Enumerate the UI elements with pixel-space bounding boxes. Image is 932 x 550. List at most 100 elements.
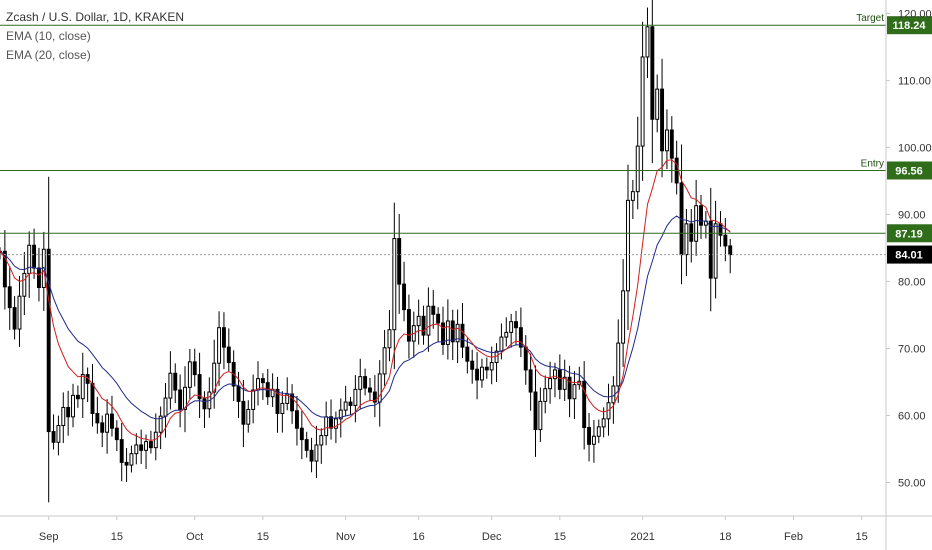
symbol-title[interactable]: Zcash / U.S. Dollar, 1D, KRAKEN (6, 10, 185, 24)
candle-down (192, 361, 197, 376)
ema-10-legend[interactable]: EMA (10, close) (6, 29, 91, 43)
candle-up (163, 397, 168, 417)
candle-down (202, 398, 207, 410)
candle-down (421, 315, 426, 336)
candle-down (90, 382, 95, 414)
candle-down (528, 369, 533, 393)
candle-up (626, 199, 630, 292)
time-axis[interactable]: Sep 15 Oct 15 Nov 16 Dec 15 2021 18 Feb 15 (0, 515, 932, 543)
candle-down (406, 309, 411, 342)
price-tick-label: 80.00 (898, 276, 926, 288)
candle-down (12, 307, 17, 330)
time-tick-label: 16 (413, 531, 425, 543)
candle-up (621, 290, 626, 344)
candle-up (343, 401, 348, 411)
candle-down (2, 250, 7, 288)
candle-up (158, 415, 163, 433)
price-tick-label: 70.00 (898, 343, 926, 355)
candle-up (382, 347, 387, 375)
candle-up (217, 327, 222, 364)
candle-down (304, 439, 309, 451)
candle-up (655, 88, 660, 120)
candle-down (75, 394, 80, 400)
candle-up (596, 426, 601, 437)
candle-up (543, 388, 548, 402)
price-tick-label: 100.00 (898, 142, 932, 154)
candle-down (689, 223, 694, 242)
candle-up (168, 372, 173, 399)
candle-down (32, 244, 37, 269)
candle-down (173, 372, 178, 391)
candle-up (377, 373, 382, 403)
horizontal-levels[interactable]: 118.24 Target 96.56 Entry 87.19 84.01 (0, 13, 932, 264)
candle-down (294, 410, 299, 429)
candle-down (397, 238, 402, 285)
candle-down (450, 320, 455, 343)
price-tick-label: 50.00 (898, 477, 926, 489)
candle-down (533, 391, 538, 431)
ema-20-legend[interactable]: EMA (20, close) (6, 48, 91, 62)
time-tick-label: Sep (39, 531, 59, 543)
candle-up (129, 453, 134, 466)
candle-down (221, 327, 226, 348)
candle-down (436, 313, 441, 324)
candle-down (7, 286, 12, 309)
candle-down (100, 422, 105, 433)
candle-up (499, 336, 504, 352)
time-tick-label: 15 (257, 531, 269, 543)
time-tick-label: Dec (482, 531, 502, 543)
candle-up (105, 413, 110, 433)
candle-up (616, 342, 621, 387)
candle-down (587, 427, 592, 445)
candle-down (348, 401, 353, 406)
level-badge-entry (887, 161, 932, 180)
candle-down (148, 441, 153, 449)
candle-up (324, 416, 329, 437)
candle-up (314, 444, 319, 462)
candle-up (358, 376, 363, 390)
chart-legend: Zcash / U.S. Dollar, 1D, KRAKEN EMA (10,… (6, 8, 184, 65)
time-tick-label: Oct (186, 531, 203, 543)
candle-up (246, 408, 251, 425)
candle-up (144, 441, 149, 451)
candle-down (465, 346, 470, 362)
time-tick-label: 15 (111, 531, 123, 543)
candle-up (645, 26, 650, 58)
candle-up (333, 418, 338, 429)
candle-up (489, 362, 494, 371)
candle-down (402, 283, 407, 311)
candle-up (17, 295, 22, 330)
candle-down (557, 369, 562, 390)
candle-down (46, 248, 51, 433)
candle-down (523, 346, 528, 371)
candle-up (280, 402, 285, 414)
candle-up (251, 389, 256, 410)
candle-up (562, 376, 567, 390)
level-value-entry: 96.56 (895, 165, 923, 177)
candle-up (479, 366, 484, 381)
candle-down (110, 413, 114, 429)
candle-down (708, 220, 713, 279)
candle-down (567, 376, 572, 400)
price-tick-label: 60.00 (898, 410, 926, 422)
candle-up (694, 205, 699, 242)
candle-down (178, 389, 183, 410)
candle-down (226, 346, 231, 364)
candle-up (445, 320, 450, 345)
candle-down (582, 380, 587, 429)
time-tick-label: 15 (554, 531, 566, 543)
candle-down (669, 129, 674, 159)
candle-down (290, 393, 295, 412)
ema-20-line (0, 215, 731, 420)
candle-down (124, 461, 129, 466)
candle-up (387, 329, 392, 349)
candlestick-series (0, 0, 733, 503)
candle-up (392, 238, 397, 331)
price-axis[interactable]: 120.00 110.00 100.00 90.00 80.00 70.00 60.00 50… (885, 0, 932, 550)
candle-down (460, 323, 465, 348)
candle-down (514, 321, 518, 329)
candle-down (518, 327, 523, 348)
candle-down (236, 385, 241, 402)
candle-down (275, 388, 280, 414)
